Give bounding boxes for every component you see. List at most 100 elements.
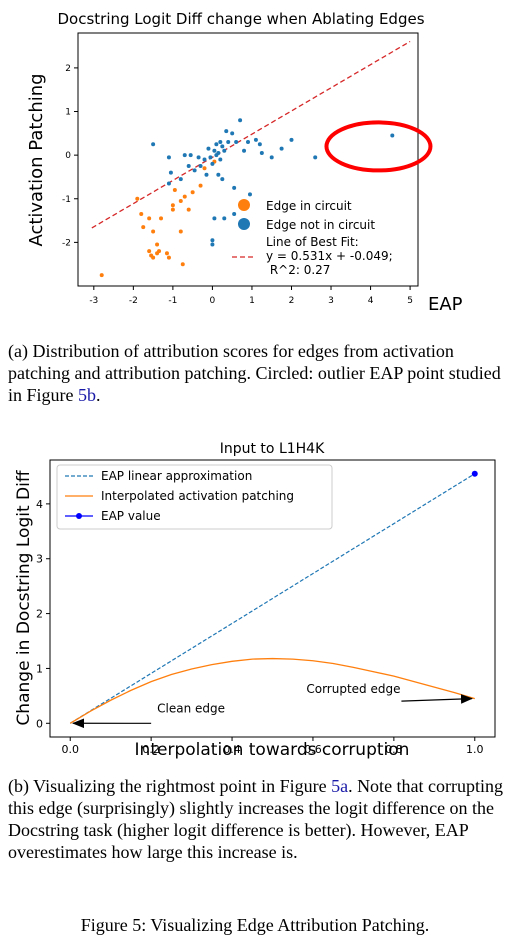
legend-label-in-circuit: Edge in circuit bbox=[266, 199, 352, 213]
legend-swatch-not-in-circuit bbox=[238, 218, 250, 230]
chart-b-annotations: Clean edge Corrupted edge bbox=[72, 682, 473, 729]
point-edge-not-in-circuit bbox=[202, 157, 207, 162]
x-tick-label: 0.2 bbox=[142, 743, 160, 756]
chart-b-legend: EAP linear approximation Interpolated ac… bbox=[56, 464, 333, 530]
x-tick-label: 0 bbox=[210, 296, 216, 306]
point-edge-in-circuit bbox=[180, 262, 185, 267]
fit-label-line: y = 0.531x + -0.049; bbox=[266, 249, 393, 263]
legend-label-interpolated: Interpolated activation patching bbox=[101, 489, 294, 503]
point-edge-not-in-circuit bbox=[218, 140, 223, 145]
x-tick-label: 4 bbox=[368, 296, 374, 306]
chart-a-y-ticks: -2 -1 0 1 2 bbox=[62, 64, 78, 248]
point-edge-not-in-circuit bbox=[234, 140, 239, 145]
point-edge-not-in-circuit bbox=[269, 155, 274, 160]
legend-swatch-eap-value-marker bbox=[76, 513, 82, 519]
point-edge-not-in-circuit bbox=[279, 146, 284, 151]
legend-box bbox=[56, 464, 333, 530]
caption-b: (b) Visualizing the rightmost point in F… bbox=[8, 775, 504, 863]
point-edge-not-in-circuit bbox=[253, 137, 258, 142]
point-edge-in-circuit bbox=[135, 196, 140, 201]
point-edge-in-circuit bbox=[202, 166, 207, 171]
point-edge-in-circuit bbox=[157, 249, 162, 254]
figure-ref-5a-link[interactable]: 5a bbox=[331, 776, 349, 796]
y-tick-label: -2 bbox=[62, 238, 71, 248]
caption-b-text: (b) Visualizing the rightmost point in F… bbox=[8, 776, 332, 796]
figure-caption: Figure 5: Visualizing Edge Attribution P… bbox=[80, 915, 430, 935]
x-tick-label: 0.0 bbox=[61, 743, 79, 756]
point-edge-not-in-circuit bbox=[212, 148, 217, 153]
x-tick-label: 1.0 bbox=[466, 743, 484, 756]
y-tick-label: 2 bbox=[65, 64, 71, 74]
x-tick-label: 5 bbox=[407, 296, 413, 306]
fit-label-line: Line of Best Fit: bbox=[266, 235, 359, 249]
point-edge-not-in-circuit bbox=[206, 146, 211, 151]
point-edge-not-in-circuit bbox=[220, 177, 225, 182]
x-tick-label: 0.6 bbox=[304, 743, 322, 756]
point-edge-not-in-circuit bbox=[208, 155, 213, 160]
point-edge-not-in-circuit bbox=[232, 185, 237, 190]
point-edge-not-in-circuit bbox=[216, 172, 221, 177]
point-edge-not-in-circuit bbox=[222, 148, 227, 153]
point-edge-in-circuit bbox=[170, 207, 175, 212]
chart-a-x-label: EAP bbox=[428, 294, 463, 315]
chart-b-y-ticks: 0 1 2 3 4 bbox=[36, 498, 50, 730]
point-edge-not-in-circuit bbox=[151, 142, 156, 147]
point-edge-not-in-circuit bbox=[226, 140, 231, 145]
point-edge-in-circuit bbox=[186, 207, 191, 212]
point-edge-in-circuit bbox=[198, 183, 203, 188]
y-tick-label: 1 bbox=[65, 108, 71, 118]
point-edge-not-in-circuit bbox=[313, 155, 318, 160]
point-edge-not-in-circuit bbox=[246, 140, 250, 145]
point-edge-in-circuit bbox=[141, 225, 146, 230]
point-edge-in-circuit bbox=[139, 212, 144, 217]
chart-b-y-label: Change in Docstring Logit Diff bbox=[14, 469, 34, 725]
y-tick-label: 0 bbox=[36, 717, 43, 730]
point-edge-not-in-circuit bbox=[166, 181, 171, 186]
point-edge-not-in-circuit bbox=[238, 118, 243, 123]
caption-b-tail: . Note that corrupting this edge (surpri… bbox=[8, 776, 504, 862]
point-edge-in-circuit bbox=[178, 198, 183, 203]
figure-ref-5b-link[interactable]: 5b bbox=[78, 385, 96, 405]
chart-a-legend: Edge in circuit Edge not in circuit Line… bbox=[232, 199, 393, 277]
legend-label-eap-value: EAP value bbox=[101, 509, 161, 523]
point-edge-not-in-circuit bbox=[210, 161, 215, 166]
point-edge-not-in-circuit bbox=[168, 170, 173, 175]
point-edge-not-in-circuit bbox=[259, 150, 264, 155]
point-edge-not-in-circuit bbox=[214, 142, 219, 147]
point-edge-not-in-circuit bbox=[220, 144, 225, 149]
chart-b-x-label: Interpolation towards corruption bbox=[135, 740, 410, 760]
x-tick-label: -2 bbox=[129, 296, 138, 306]
point-edge-not-in-circuit bbox=[289, 137, 294, 142]
annotation-clean-edge: Clean edge bbox=[157, 701, 225, 715]
point-edge-not-in-circuit bbox=[218, 157, 223, 162]
outlier-circle bbox=[324, 120, 433, 173]
point-edge-in-circuit bbox=[151, 229, 156, 234]
line-chart: Input to L1H4K 0.0 0.2 0.4 0.6 0.8 1.0 01234 … bbox=[14, 441, 496, 760]
eap-linear-approximation-line bbox=[69, 473, 476, 724]
point-edge-in-circuit bbox=[178, 229, 183, 234]
point-edge-not-in-circuit bbox=[216, 150, 221, 155]
fit-label-line: R^2: 0.27 bbox=[266, 263, 330, 277]
y-tick-label: 3 bbox=[36, 553, 43, 566]
point-edge-not-in-circuit bbox=[224, 129, 229, 134]
point-edge-in-circuit bbox=[147, 249, 152, 254]
chart-b-title: Input to L1H4K bbox=[220, 441, 325, 457]
point-edge-in-circuit bbox=[190, 190, 195, 195]
point-edge-in-circuit bbox=[147, 216, 152, 221]
point-edge-not-in-circuit bbox=[247, 192, 252, 197]
point-edge-not-in-circuit bbox=[230, 131, 235, 136]
legend-label-fit-line: Line of Best Fit: y = 0.531x + -0.049; R^… bbox=[266, 235, 393, 277]
annotation-corrupted-edge: Corrupted edge bbox=[306, 682, 400, 696]
x-tick-label: 0.8 bbox=[385, 743, 403, 756]
point-edge-not-in-circuit bbox=[178, 177, 183, 182]
point-edge-not-in-circuit bbox=[210, 242, 215, 247]
point-edge-in-circuit bbox=[170, 203, 175, 208]
point-edge-not-in-circuit bbox=[196, 155, 201, 160]
legend-label-not-in-circuit: Edge not in circuit bbox=[266, 218, 375, 232]
chart-a-title: Docstring Logit Diff change when Ablatin… bbox=[57, 10, 424, 28]
y-tick-label: -1 bbox=[62, 195, 71, 205]
chart-a-y-label: Activation Patching bbox=[26, 73, 47, 246]
caption-a-text: (a) Distribution of attribution scores f… bbox=[8, 341, 501, 405]
chart-a-axes-frame bbox=[77, 32, 419, 287]
point-edge-in-circuit bbox=[155, 242, 160, 247]
